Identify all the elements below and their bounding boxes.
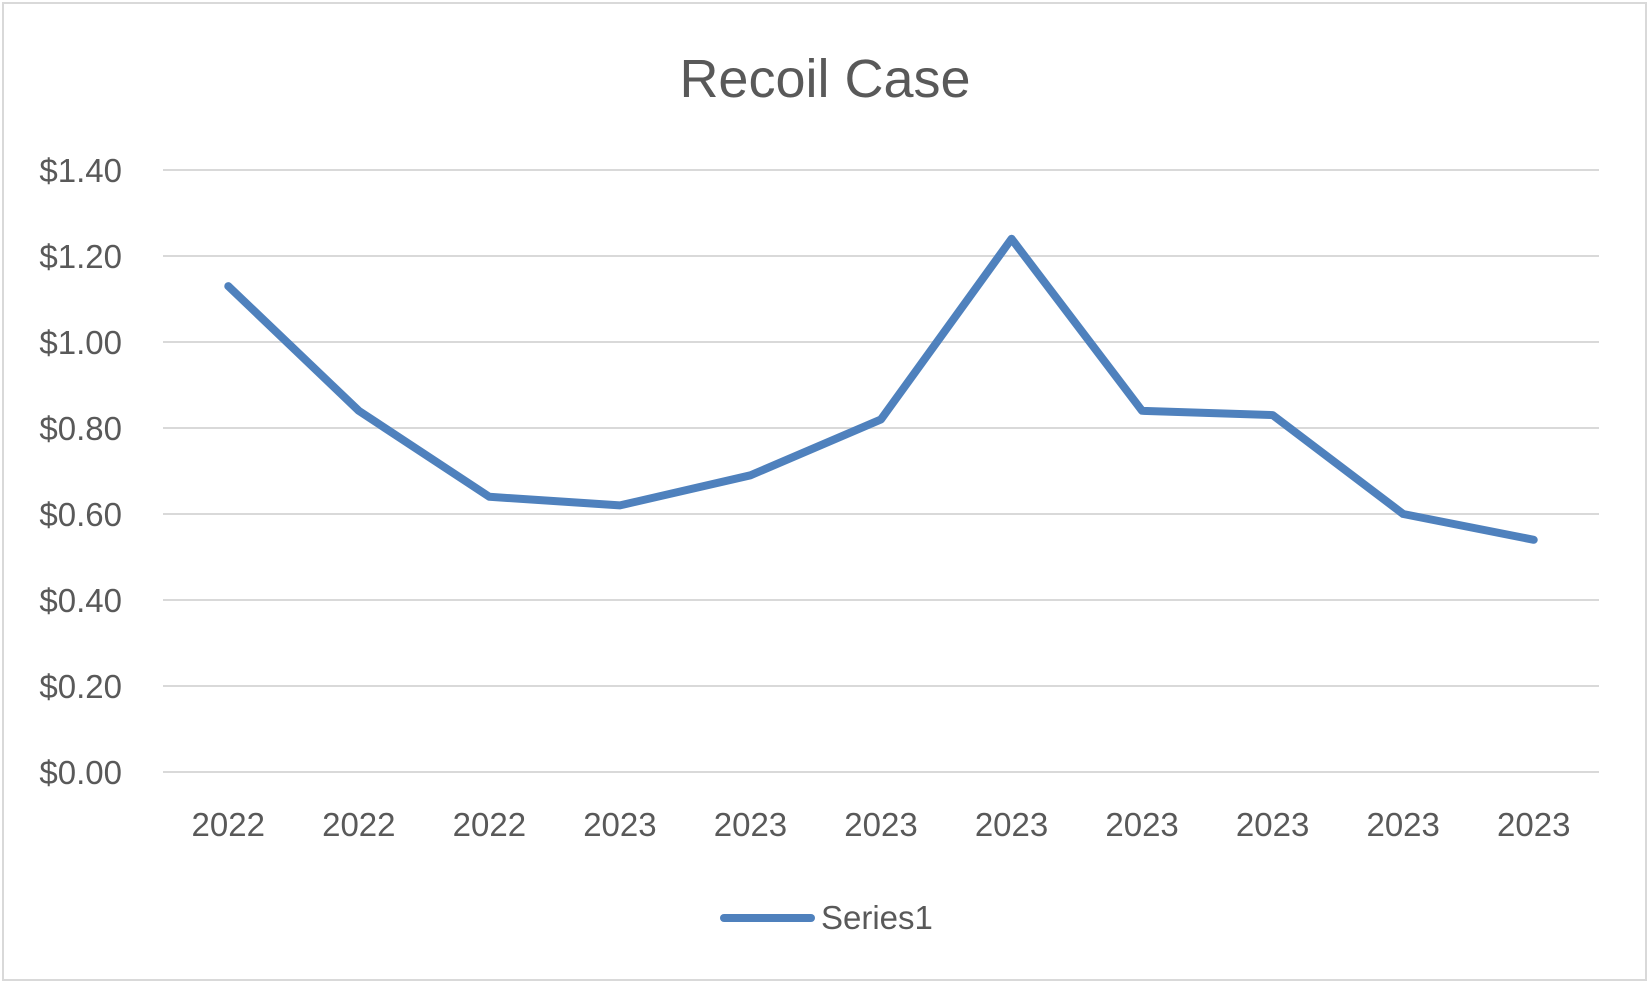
data-point [488, 496, 490, 498]
x-tick-label: 2023 [1236, 806, 1309, 843]
x-tick-label: 2023 [1105, 806, 1178, 843]
y-tick-label: $0.60 [39, 496, 122, 533]
series-line [224, 234, 1538, 544]
x-tick-label: 2023 [844, 806, 917, 843]
data-point [1272, 414, 1274, 416]
y-tick-label: $1.20 [39, 238, 122, 275]
data-point [1141, 410, 1143, 412]
x-tick-label: 2022 [453, 806, 526, 843]
x-axis-ticks: 2022 2022 2022 2023 2023 2023 2023 2023 2023 2023… [192, 806, 1571, 843]
data-point [1533, 539, 1535, 541]
y-tick-label: $0.00 [39, 754, 122, 791]
y-axis-ticks: $0.00 $0.20 $0.40 $0.60 $0.80 $1.00 $1.20 $1.40 [39, 152, 122, 791]
data-point [1402, 513, 1404, 515]
y-tick-label: $1.00 [39, 324, 122, 361]
y-tick-label: $0.80 [39, 410, 122, 447]
y-tick-label: $0.20 [39, 668, 122, 705]
y-tick-label: $0.40 [39, 582, 122, 619]
x-tick-label: 2023 [975, 806, 1048, 843]
chart-title: Recoil Case [679, 49, 970, 109]
x-tick-label: 2023 [1497, 806, 1570, 843]
legend: Series1 [720, 899, 933, 936]
data-point [619, 504, 621, 506]
x-tick-label: 2022 [322, 806, 395, 843]
data-point [880, 418, 882, 420]
x-tick-label: 2022 [192, 806, 265, 843]
x-tick-label: 2023 [714, 806, 787, 843]
x-tick-label: 2023 [1366, 806, 1439, 843]
data-point [749, 474, 751, 476]
series-layer [224, 234, 1538, 544]
data-point [1011, 238, 1013, 240]
legend-series-label: Series1 [821, 899, 933, 936]
x-tick-label: 2023 [583, 806, 656, 843]
gridlines [163, 169, 1599, 773]
data-point [227, 285, 229, 287]
y-tick-label: $1.40 [39, 152, 122, 189]
data-point [358, 410, 360, 412]
